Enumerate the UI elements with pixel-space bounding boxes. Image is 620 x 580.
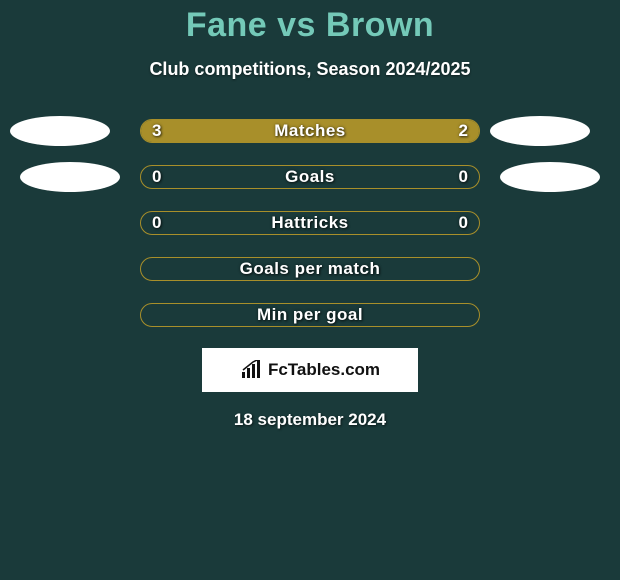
stat-value-right: 0 [459, 211, 468, 235]
stat-row: Hattricks 0 0 [0, 200, 620, 246]
date-label: 18 september 2024 [0, 410, 620, 430]
page-subtitle: Club competitions, Season 2024/2025 [0, 59, 620, 80]
stat-bar: Goals [140, 165, 480, 189]
stat-row: Goals per match [0, 246, 620, 292]
stat-label: Min per goal [257, 305, 363, 325]
stat-label: Matches [274, 121, 346, 141]
page-title: Fane vs Brown [0, 0, 620, 45]
player-left-marker [10, 116, 110, 146]
stat-value-right: 2 [459, 119, 468, 143]
stat-rows: Matches 3 2 Goals 0 0 Hattricks 0 0 Goals per mat… [0, 108, 620, 338]
player-left-marker [20, 162, 120, 192]
player-right-marker [490, 116, 590, 146]
stat-value-left: 0 [152, 211, 161, 235]
stat-label: Hattricks [271, 213, 348, 233]
stat-bar: Hattricks [140, 211, 480, 235]
stat-row: Matches 3 2 [0, 108, 620, 154]
brand-logo-text: FcTables.com [268, 360, 380, 380]
stat-label: Goals [285, 167, 335, 187]
stat-row: Goals 0 0 [0, 154, 620, 200]
stat-value-left: 0 [152, 165, 161, 189]
comparison-infographic: Fane vs Brown Club competitions, Season … [0, 0, 620, 580]
stat-value-right: 0 [459, 165, 468, 189]
stat-bar: Matches [140, 119, 480, 143]
player-right-marker [500, 162, 600, 192]
stat-bar: Min per goal [140, 303, 480, 327]
stat-label: Goals per match [240, 259, 381, 279]
stat-row: Min per goal [0, 292, 620, 338]
stat-value-left: 3 [152, 119, 161, 143]
chart-icon [240, 360, 264, 380]
brand-logo-box: FcTables.com [202, 348, 418, 392]
stat-bar: Goals per match [140, 257, 480, 281]
